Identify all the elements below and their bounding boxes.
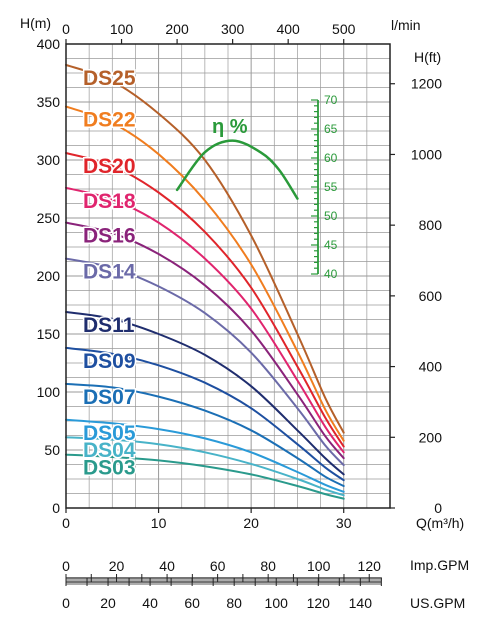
efficiency-tick-label: 65: [324, 122, 338, 136]
efficiency-axis: 40 45 50 55 60 65 70: [175, 93, 338, 281]
curve-ds16: [65, 221, 345, 460]
us-gpm-tick-label: 80: [226, 595, 242, 611]
right-tick-label: 200: [419, 429, 443, 445]
us-gpm-tick-label: 140: [349, 595, 373, 611]
imp-gpm-tick-label: 80: [260, 558, 276, 574]
curve-ds14: [65, 257, 345, 467]
right-tick-label: 600: [419, 288, 443, 304]
efficiency-tick-label: 40: [324, 267, 338, 281]
us-gpm-label: US.GPM: [410, 595, 465, 611]
right-tick-label: 1000: [411, 146, 442, 162]
y-tick-label: 0: [52, 500, 60, 516]
efficiency-curve: [175, 139, 299, 200]
y-tick-label: 100: [37, 384, 61, 400]
efficiency-tick-label: 50: [324, 209, 338, 223]
right-axis-label: H(ft): [414, 49, 441, 65]
top-tick-label: 200: [165, 21, 189, 37]
model-labels: DS25 DS22 DS20 DS18 DS16 DS14 DS11 DS09 DS07 DS05…: [82, 65, 138, 481]
top-axis-label: l/min: [391, 17, 421, 33]
curve-ds03: [65, 453, 345, 500]
plot-frame: [65, 43, 391, 509]
right-tick-label: 1200: [411, 76, 442, 92]
imp-gpm-tick-label: 20: [109, 558, 125, 574]
efficiency-label: η %: [212, 116, 248, 138]
series-label-ds09: DS09: [83, 350, 136, 373]
us-gpm-tick-label: 40: [142, 595, 158, 611]
series-label-ds25: DS25: [83, 67, 136, 90]
curve-ds18: [65, 186, 345, 454]
x-tick-label: 20: [243, 515, 259, 531]
efficiency-tick-label: 55: [324, 180, 338, 194]
imp-gpm-tick-label: 40: [159, 558, 175, 574]
y-tick-label: 50: [44, 442, 60, 458]
curve-ds20: [65, 152, 345, 448]
curve-ds22: [65, 105, 345, 442]
x-tick-label: 30: [336, 515, 352, 531]
x-tick-label: 0: [62, 515, 70, 531]
us-gpm-tick-label: 120: [307, 595, 331, 611]
series-label-ds11: DS11: [83, 314, 135, 337]
series-label-ds05: DS05: [83, 422, 136, 445]
efficiency-tick-label: 70: [324, 93, 338, 107]
plot-border: [65, 43, 391, 509]
series-label-ds22: DS22: [83, 109, 136, 132]
series-label-ds16: DS16: [83, 225, 136, 248]
imp-gpm-tick-label: 120: [358, 558, 382, 574]
series-label-ds18: DS18: [83, 190, 136, 213]
right-tick-label: 400: [419, 359, 443, 375]
y-tick-label: 200: [37, 268, 61, 284]
us-gpm-tick-label: 20: [100, 595, 116, 611]
imp-gpm-tick-label: 0: [62, 558, 70, 574]
right-tick-label: 0: [434, 500, 442, 516]
y-tick-label: 250: [37, 210, 61, 226]
y-tick-label: 150: [37, 326, 61, 342]
efficiency-tick-label: 60: [324, 151, 338, 165]
x-tick-label: 10: [151, 515, 167, 531]
top-tick-label: 100: [110, 21, 134, 37]
imp-gpm-tick-label: 60: [210, 558, 226, 574]
efficiency-tick-label: 45: [324, 238, 338, 252]
right-tick-label: 800: [419, 217, 443, 233]
imp-gpm-label: Imp.GPM: [410, 557, 469, 573]
series-label-ds04: DS04: [83, 439, 136, 462]
curve-ds04: [65, 436, 345, 497]
series-label-ds07: DS07: [83, 386, 136, 409]
performance-curves: [65, 63, 345, 500]
top-tick-label: 0: [62, 21, 70, 37]
imp-gpm-tick-label: 100: [307, 558, 331, 574]
top-tick-label: 300: [221, 21, 245, 37]
us-gpm-tick-label: 0: [62, 595, 70, 611]
top-tick-label: 400: [276, 21, 300, 37]
curve-ds11: [65, 311, 345, 476]
curve-ds09: [65, 346, 345, 482]
curve-ds25: [65, 63, 345, 434]
series-label-ds14: DS14: [83, 261, 136, 284]
y-tick-label: 300: [37, 152, 61, 168]
x-axis-label: Q(m³/h): [416, 515, 464, 531]
y-axis-label: H(m): [20, 15, 51, 31]
us-gpm-tick-label: 100: [265, 595, 289, 611]
y-tick-label: 350: [37, 94, 61, 110]
gpm-axes: 0 20 40 60 80 100 120 0 20 40 60 80 100 120 140: [62, 558, 382, 611]
curve-ds05: [65, 418, 345, 493]
y-tick-label: 400: [37, 36, 61, 52]
curve-ds07: [65, 382, 345, 487]
top-tick-label: 500: [332, 21, 356, 37]
series-label-ds03: DS03: [83, 457, 136, 480]
us-gpm-tick-label: 60: [184, 595, 200, 611]
series-label-ds20: DS20: [83, 155, 136, 178]
